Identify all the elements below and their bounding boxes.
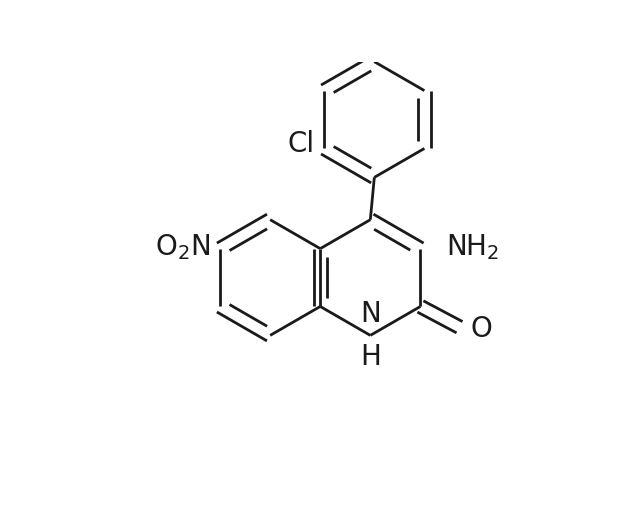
Text: Cl: Cl (287, 131, 314, 159)
Text: NH$_2$: NH$_2$ (446, 232, 500, 262)
Text: O$_2$N: O$_2$N (155, 232, 210, 262)
Text: H: H (360, 342, 381, 370)
Text: O: O (470, 315, 492, 343)
Text: N: N (360, 300, 381, 328)
